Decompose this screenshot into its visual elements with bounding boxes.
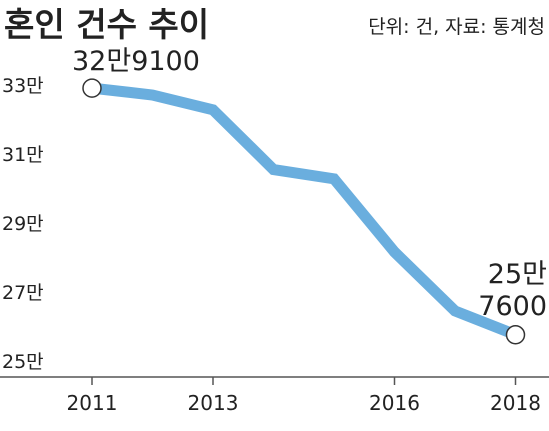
y-tick-label: 31만 — [2, 144, 44, 166]
x-tick-label: 2011 — [67, 391, 118, 415]
x-tick-label: 2013 — [188, 391, 239, 415]
data-point-marker — [505, 325, 526, 345]
data-label: 32만9100 — [72, 46, 200, 77]
y-axis-ticks: 33만 31만 29만 27만 25만 — [2, 75, 44, 373]
x-tick-label: 2016 — [369, 391, 420, 415]
data-label: 25만 — [488, 259, 547, 290]
data-point-markers — [82, 78, 526, 345]
x-tick-label: 2018 — [490, 391, 541, 415]
y-tick-label: 25만 — [2, 351, 44, 373]
y-tick-label: 33만 — [2, 75, 44, 97]
y-tick-label: 29만 — [2, 213, 44, 235]
data-label: 7600 — [478, 291, 547, 322]
y-tick-label: 27만 — [2, 282, 44, 304]
data-point-marker — [82, 78, 102, 98]
chart-title: 혼인 건수 추이 — [4, 5, 209, 44]
x-axis-ticks: 2011 2013 2016 2018 — [67, 377, 541, 415]
unit-source-note: 단위: 건, 자료: 통계청 — [368, 16, 545, 38]
series-line — [91, 82, 518, 340]
